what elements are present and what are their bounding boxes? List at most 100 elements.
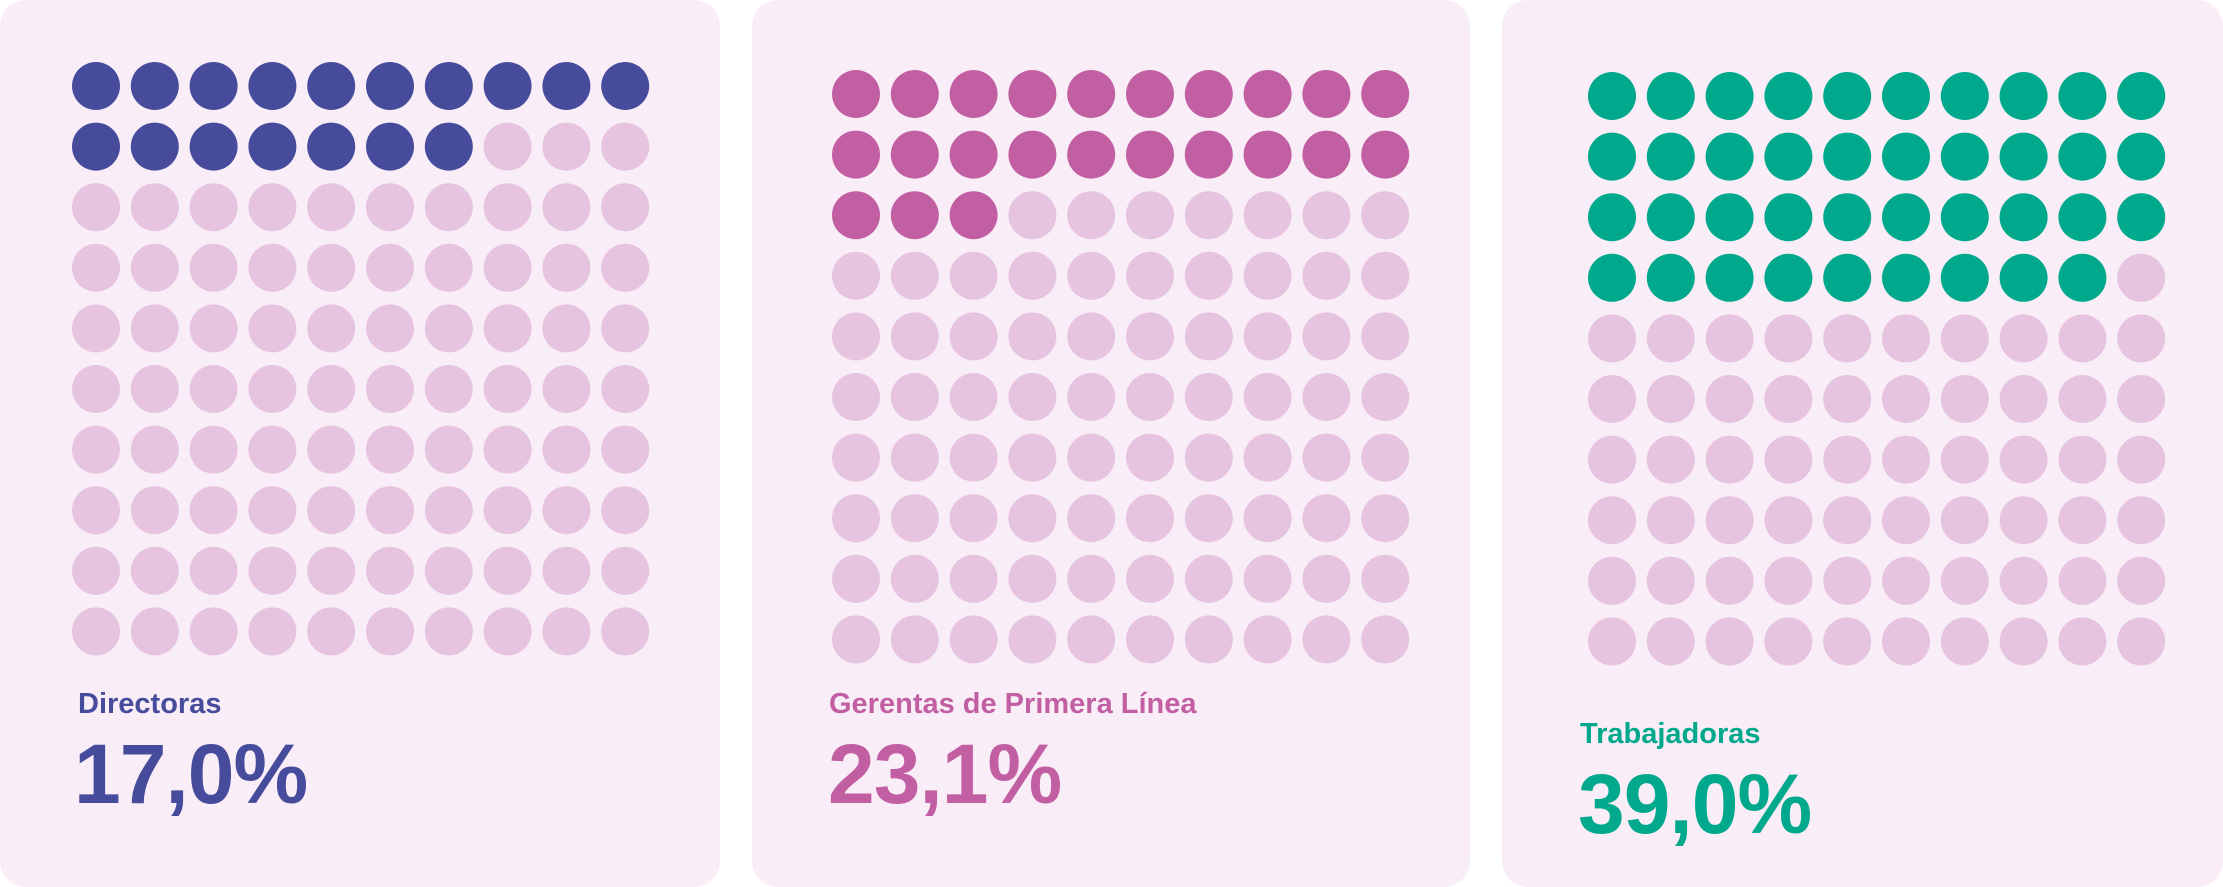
waffle-dot-empty [1008,373,1057,421]
waffle-dot-empty [542,546,591,595]
waffle-dot-empty [1999,435,2048,484]
waffle-dot-empty [1705,314,1754,363]
waffle-dot-empty [1302,251,1351,300]
waffle-dot-empty [248,183,297,232]
waffle-dot-empty [542,304,591,353]
waffle-dot-filled [1302,130,1351,179]
waffle-dot-empty [1823,617,1872,666]
waffle-dot-empty [130,365,179,413]
chart-label-gerentas: Gerentas de Primera Línea [829,688,1197,720]
waffle-dot-empty [1764,496,1813,545]
waffle-dot-empty [1882,435,1930,484]
waffle-dot-empty [542,607,591,656]
waffle-dot-empty [832,433,880,482]
waffle-dot-filled [189,62,238,110]
waffle-dot-filled [1588,253,1636,302]
waffle-dot-empty [189,183,238,232]
waffle-dot-filled [1999,193,2048,242]
waffle-dot-empty [1940,556,1989,605]
waffle-dot-empty [601,546,650,595]
waffle-dot-empty [2117,253,2166,302]
waffle-dot-empty [890,554,939,603]
waffle-dot-empty [483,243,532,292]
waffle-dot-empty [248,546,297,595]
waffle-dot-filled [832,130,880,179]
waffle-dot-empty [832,312,880,361]
waffle-dot-empty [1184,615,1233,664]
waffle-dot-filled [601,62,650,110]
waffle-dot-empty [1126,191,1174,240]
waffle-dot-filled [1705,132,1754,181]
waffle-dot-empty [1940,375,1989,423]
waffle-dot-empty [1999,556,2048,605]
waffle-dot-empty [1823,496,1872,545]
waffle-dot-filled [189,122,238,171]
waffle-dot-filled [1764,193,1813,242]
waffle-dot-empty [1882,556,1930,605]
waffle-dot-empty [1067,615,1116,664]
waffle-dot-empty [1243,554,1292,603]
waffle-dot-empty [248,365,297,413]
waffle-dot-empty [424,486,473,535]
waffle-dot-empty [890,494,939,543]
waffle-dot-empty [248,425,297,474]
waffle-dot-empty [601,425,650,474]
waffle-dot-filled [1302,70,1351,118]
waffle-dot-filled [1764,253,1813,302]
waffle-dot-empty [949,373,998,421]
waffle-dot-filled [1067,70,1116,118]
waffle-dot-filled [1764,132,1813,181]
waffle-dot-filled [130,62,179,110]
waffle-dot-empty [1243,191,1292,240]
waffle-dot-empty [72,183,120,232]
waffle-dot-empty [1008,312,1057,361]
waffle-dot-filled [366,122,414,171]
waffle-dot-filled [1361,70,1410,118]
waffle-dot-filled [832,191,880,240]
chart-value-directoras: 17,0% [74,727,308,821]
waffle-dot-empty [72,486,120,535]
chart-value-trabajadoras: 39,0% [1578,757,1812,851]
waffle-dot-empty [1184,191,1233,240]
waffle-dot-filled [949,191,998,240]
waffle-dot-empty [1940,314,1989,363]
waffle-dot-empty [1243,251,1292,300]
waffle-dot-empty [483,607,532,656]
waffle-dot-empty [1302,554,1351,603]
waffle-dot-empty [1243,433,1292,482]
waffle-dot-empty [1067,251,1116,300]
waffle-dot-empty [2058,496,2107,545]
waffle-dot-filled [2058,193,2107,242]
waffle-dot-filled [1646,193,1695,242]
waffle-dot-filled [307,62,356,110]
waffle-dot-empty [1361,251,1410,300]
waffle-dot-empty [1067,373,1116,421]
waffle-dot-filled [1823,72,1872,120]
waffle-dot-empty [1302,494,1351,543]
waffle-dot-empty [601,183,650,232]
waffle-dot-empty [366,546,414,595]
waffle-dot-empty [1646,556,1695,605]
waffle-dot-empty [1126,251,1174,300]
waffle-dot-empty [189,304,238,353]
waffle-dot-filled [1764,72,1813,120]
waffle-dot-empty [601,486,650,535]
waffle-grid-trabajadoras [1588,72,2166,666]
waffle-dot-filled [1646,132,1695,181]
waffle-dot-empty [2058,556,2107,605]
waffle-dot-filled [890,130,939,179]
waffle-dot-empty [1361,615,1410,664]
waffle-grid-gerentas [832,70,1410,664]
waffle-dot-empty [890,373,939,421]
waffle-dot-filled [1999,132,2048,181]
waffle-dot-empty [1999,314,2048,363]
waffle-dot-empty [1184,494,1233,543]
waffle-dot-empty [1243,312,1292,361]
waffle-dot-empty [366,607,414,656]
waffle-dot-filled [1361,130,1410,179]
waffle-dot-empty [1008,433,1057,482]
waffle-dot-empty [890,312,939,361]
waffle-dot-empty [1764,435,1813,484]
waffle-dot-empty [1184,373,1233,421]
waffle-dot-filled [2058,72,2107,120]
